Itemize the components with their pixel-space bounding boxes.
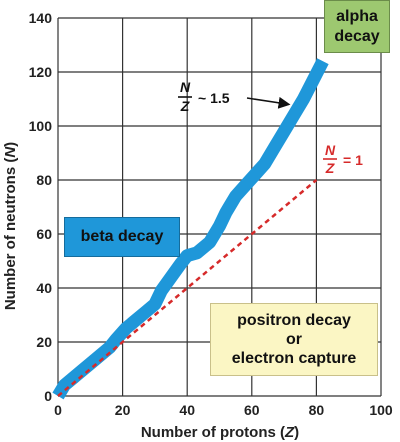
n-equals-z-line	[57, 179, 318, 397]
ratio-1-numerator: N	[325, 142, 336, 158]
alpha-decay-line-1: alpha	[336, 8, 378, 26]
x-tick-label: 40	[179, 402, 195, 418]
ratio-1-5-annotation: N Z ~ 1.5	[178, 79, 291, 114]
ratio-1-value: = 1	[343, 152, 363, 168]
y-tick-label: 140	[29, 10, 53, 26]
positron-decay-label: positron decay or electron capture	[210, 303, 378, 376]
series-layer	[52, 58, 329, 400]
ratio-1-5-arrow	[246, 96, 291, 109]
positron-decay-line-3: electron capture	[231, 350, 357, 368]
x-tick-label: 60	[244, 402, 260, 418]
y-tick-label: 80	[36, 172, 52, 188]
x-tick-label: 20	[115, 402, 131, 418]
y-tick-label: 120	[29, 64, 53, 80]
y-tick-label: 60	[36, 226, 52, 242]
alpha-decay-label: alpha decay	[324, 0, 390, 53]
alpha-decay-line-2: decay	[334, 27, 380, 45]
ratio-1-5-denominator: Z	[180, 98, 190, 114]
x-tick-label: 0	[54, 402, 62, 418]
x-axis-label: Number of protons (Z)	[141, 424, 299, 441]
ratio-1-denominator: Z	[325, 160, 335, 176]
ratio-1-5-value: ~ 1.5	[198, 90, 230, 106]
x-tick-label: 80	[309, 402, 325, 418]
y-axis-label: Number of neutrons (N)	[2, 142, 19, 310]
tick-labels: 0 20 40 60 80 100 0 20 40 60 80 100 120 140	[29, 10, 393, 418]
beta-decay-label: beta decay	[64, 217, 180, 257]
positron-decay-line-1: positron decay	[237, 311, 351, 329]
x-tick-label: 100	[369, 402, 393, 418]
positron-decay-line-2: or	[286, 330, 302, 348]
ratio-1-annotation: N Z = 1	[323, 142, 363, 176]
beta-decay-text: beta decay	[80, 228, 164, 246]
y-tick-label: 0	[44, 388, 52, 404]
y-tick-label: 100	[29, 118, 53, 134]
y-tick-label: 20	[36, 334, 52, 350]
stability-band-line	[52, 58, 329, 400]
y-tick-label: 40	[36, 280, 52, 296]
ratio-1-5-numerator: N	[180, 79, 191, 95]
